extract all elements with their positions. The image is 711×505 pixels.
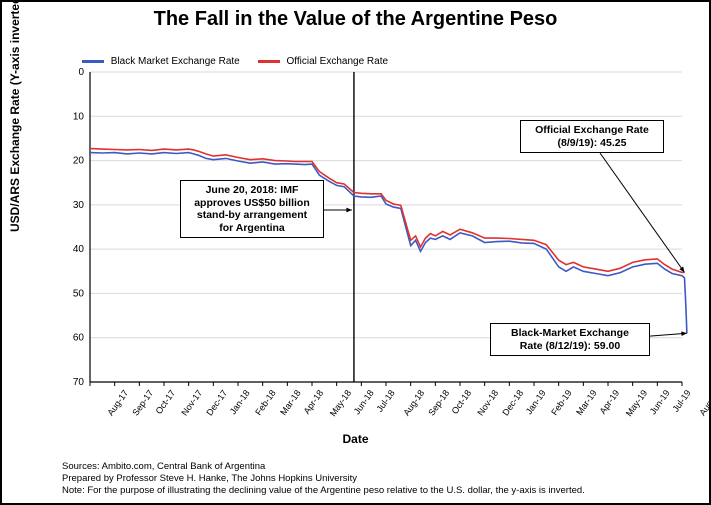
svg-text:10: 10 (73, 111, 85, 122)
svg-text:30: 30 (73, 200, 85, 211)
legend-swatch-black (82, 60, 104, 63)
svg-text:70: 70 (73, 377, 85, 388)
footer-notes: Sources: Ambito.com, Central Bank of Arg… (62, 461, 585, 497)
svg-text:40: 40 (73, 244, 85, 255)
svg-text:20: 20 (73, 156, 85, 167)
plot-area: Black Market Exchange Rate Official Exch… (70, 50, 688, 410)
footer-note: Note: For the purpose of illustrating th… (62, 485, 585, 497)
annotation-black-end: Black-Market Exchange Rate (8/12/19): 59… (490, 323, 650, 356)
y-axis-title: USD/ARS Exchange Rate (Y-axis inverted) (8, 0, 22, 232)
legend-item-black: Black Market Exchange Rate (82, 56, 240, 67)
legend: Black Market Exchange Rate Official Exch… (82, 56, 388, 67)
legend-item-official: Official Exchange Rate (258, 56, 388, 67)
legend-label-black: Black Market Exchange Rate (111, 56, 240, 67)
annotation-official-end: Official Exchange Rate (8/9/19): 45.25 (520, 120, 664, 153)
footer-author: Prepared by Professor Steve H. Hanke, Th… (62, 473, 585, 485)
legend-label-official: Official Exchange Rate (287, 56, 389, 67)
chart-frame: The Fall in the Value of the Argentine P… (0, 0, 711, 505)
x-tick-label: Aug-19 (697, 388, 711, 418)
svg-text:0: 0 (78, 67, 84, 78)
chart-title: The Fall in the Value of the Argentine P… (2, 8, 709, 31)
svg-text:50: 50 (73, 288, 85, 299)
svg-text:60: 60 (73, 333, 85, 344)
footer-sources: Sources: Ambito.com, Central Bank of Arg… (62, 461, 585, 473)
x-axis-title: Date (2, 432, 709, 446)
legend-swatch-official (258, 60, 280, 63)
annotation-imf: June 20, 2018: IMF approves US$50 billio… (180, 180, 324, 238)
